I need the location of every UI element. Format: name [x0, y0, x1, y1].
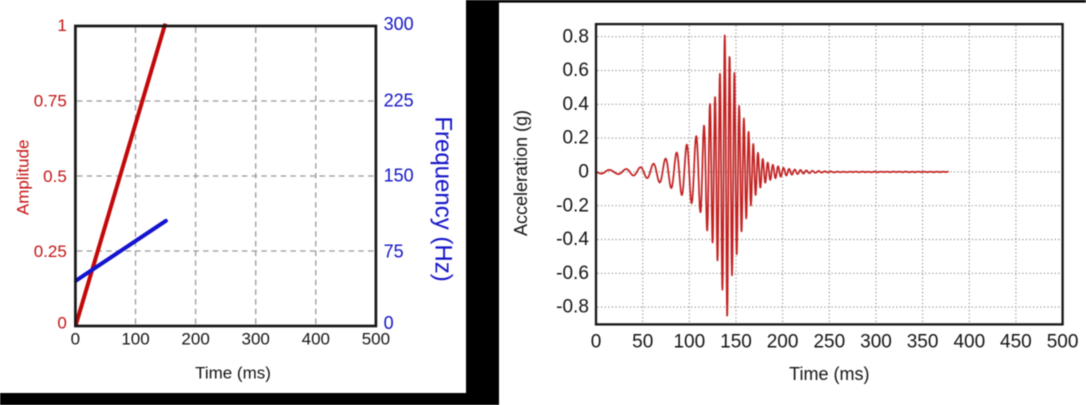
svg-text:Time (ms): Time (ms): [789, 364, 869, 384]
svg-text:50: 50: [632, 331, 653, 352]
svg-text:300: 300: [860, 331, 892, 352]
svg-text:0.4: 0.4: [562, 94, 589, 115]
svg-text:0.8: 0.8: [562, 26, 588, 47]
svg-text:Frequency (Hz): Frequency (Hz): [430, 116, 457, 281]
svg-text:150: 150: [720, 331, 752, 352]
svg-text:1: 1: [57, 16, 66, 35]
svg-text:300: 300: [242, 330, 270, 349]
svg-text:Amplitude: Amplitude: [13, 139, 32, 215]
svg-text:200: 200: [181, 330, 209, 349]
svg-text:0: 0: [384, 313, 394, 333]
svg-text:0.6: 0.6: [562, 60, 588, 81]
svg-text:0: 0: [71, 330, 80, 349]
svg-text:75: 75: [384, 241, 404, 261]
svg-text:-0.6: -0.6: [556, 263, 589, 284]
svg-text:450: 450: [1000, 331, 1032, 352]
svg-text:400: 400: [953, 331, 985, 352]
svg-text:500: 500: [1047, 331, 1079, 352]
svg-text:400: 400: [302, 330, 330, 349]
svg-text:0.25: 0.25: [34, 242, 67, 261]
svg-text:225: 225: [384, 91, 414, 111]
svg-text:350: 350: [907, 331, 939, 352]
svg-text:100: 100: [673, 331, 705, 352]
svg-text:0: 0: [578, 162, 589, 183]
svg-text:Acceleration (g): Acceleration (g): [511, 110, 531, 236]
svg-text:0.5: 0.5: [43, 167, 67, 186]
svg-text:150: 150: [384, 166, 414, 186]
svg-text:0: 0: [57, 314, 66, 333]
svg-text:-0.2: -0.2: [556, 195, 589, 216]
svg-text:500: 500: [362, 330, 390, 349]
svg-text:0.75: 0.75: [34, 92, 67, 111]
svg-text:300: 300: [384, 14, 414, 34]
svg-text:200: 200: [767, 331, 799, 352]
svg-text:250: 250: [813, 331, 845, 352]
svg-text:Time (ms): Time (ms): [195, 364, 271, 383]
svg-text:-0.8: -0.8: [556, 297, 589, 318]
svg-text:0: 0: [591, 331, 602, 352]
svg-text:0.2: 0.2: [562, 128, 588, 149]
svg-text:-0.4: -0.4: [556, 229, 589, 250]
svg-text:100: 100: [121, 330, 149, 349]
